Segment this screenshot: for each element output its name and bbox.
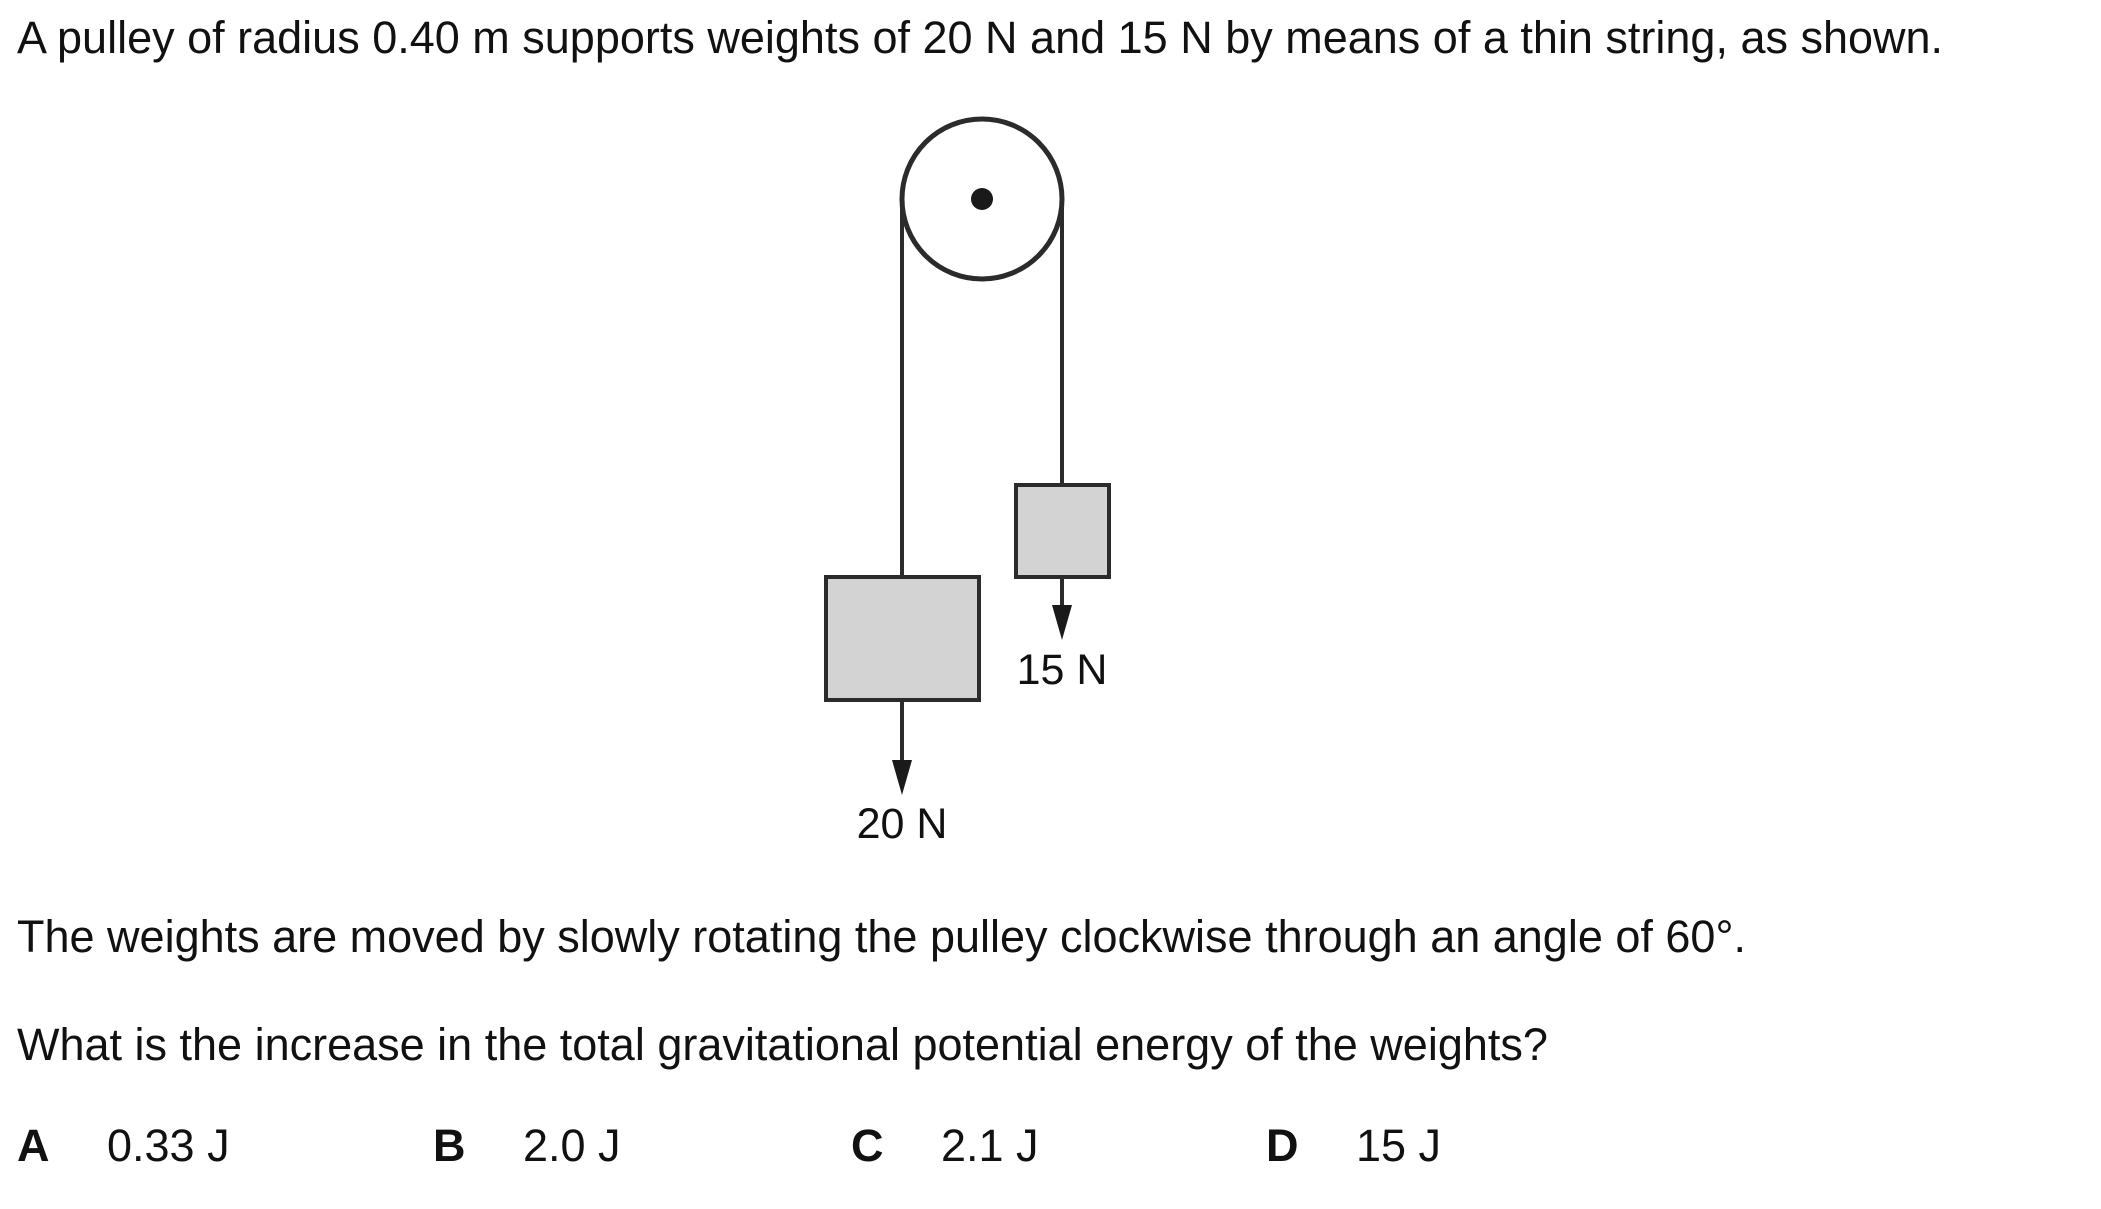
pulley-axle	[971, 188, 993, 210]
option-c-value: 2.1 J	[941, 1120, 1039, 1171]
heavy-weight-block	[824, 575, 981, 702]
option-a[interactable]: A 0.33 J	[17, 1118, 230, 1174]
option-a-value: 0.33 J	[107, 1120, 230, 1171]
question-intro: A pulley of radius 0.40 m supports weigh…	[17, 12, 1944, 63]
option-b[interactable]: B 2.0 J	[433, 1118, 621, 1174]
light-weight-block	[1014, 483, 1111, 579]
heavy-weight-arrow-head	[892, 760, 912, 795]
question-prompt: What is the increase in the total gravit…	[17, 1019, 1548, 1070]
question-instruction: The weights are moved by slowly rotating…	[17, 911, 1746, 962]
option-c-letter: C	[851, 1120, 884, 1171]
answer-options: A 0.33 J B 2.0 J C 2.1 J D 15 J	[0, 1118, 2101, 1178]
option-a-letter: A	[17, 1120, 50, 1171]
heavy-weight-label: 20 N	[857, 800, 948, 848]
option-b-value: 2.0 J	[523, 1120, 621, 1171]
option-c[interactable]: C 2.1 J	[851, 1118, 1039, 1174]
light-weight-arrow-head	[1052, 605, 1072, 640]
option-b-letter: B	[433, 1120, 466, 1171]
light-weight-label: 15 N	[1017, 646, 1108, 694]
option-d-value: 15 J	[1356, 1120, 1442, 1171]
option-d-letter: D	[1266, 1120, 1299, 1171]
option-d[interactable]: D 15 J	[1266, 1118, 1441, 1174]
